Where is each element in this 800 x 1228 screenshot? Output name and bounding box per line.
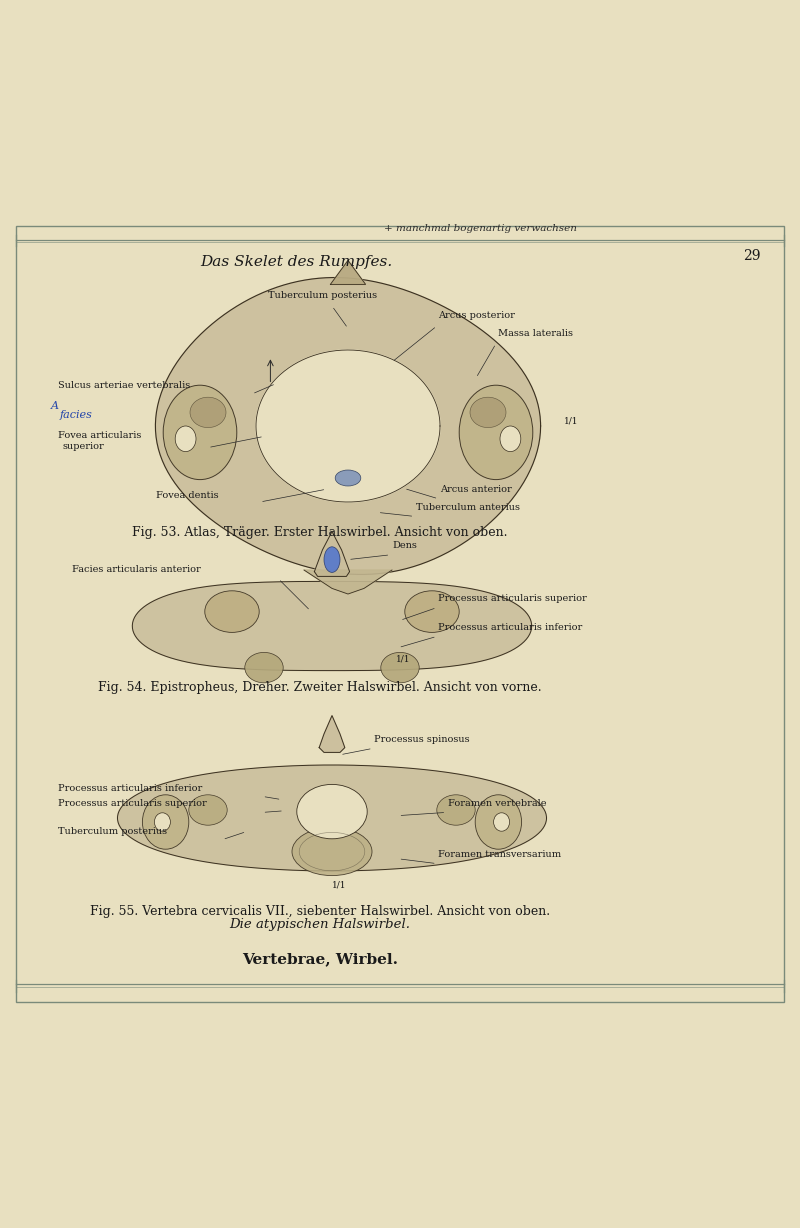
Text: 1/1: 1/1 bbox=[396, 655, 410, 663]
Text: Arcus anterior: Arcus anterior bbox=[440, 485, 512, 494]
Text: Processus articularis inferior: Processus articularis inferior bbox=[438, 623, 582, 631]
Ellipse shape bbox=[324, 546, 340, 572]
Ellipse shape bbox=[470, 397, 506, 427]
Ellipse shape bbox=[142, 795, 189, 850]
Text: + manchmal bogenartig verwachsen: + manchmal bogenartig verwachsen bbox=[383, 223, 577, 233]
Polygon shape bbox=[132, 581, 532, 670]
Text: Tuberculum anterius: Tuberculum anterius bbox=[416, 502, 520, 512]
Text: 1/1: 1/1 bbox=[564, 416, 578, 425]
Ellipse shape bbox=[494, 813, 510, 831]
Text: facies: facies bbox=[60, 410, 93, 420]
Text: Tuberculum posterius: Tuberculum posterius bbox=[268, 291, 377, 301]
Text: Foramen transversarium: Foramen transversarium bbox=[438, 850, 562, 858]
Text: Das Skelet des Rumpfes.: Das Skelet des Rumpfes. bbox=[200, 255, 392, 269]
Text: Massa lateralis: Massa lateralis bbox=[498, 329, 573, 338]
Text: Processus articularis inferior: Processus articularis inferior bbox=[58, 785, 202, 793]
Text: Fovea articularis: Fovea articularis bbox=[58, 431, 142, 441]
Polygon shape bbox=[155, 278, 541, 575]
Ellipse shape bbox=[163, 386, 237, 480]
Text: Processus articularis superior: Processus articularis superior bbox=[58, 798, 207, 808]
Text: Arcus posterior: Arcus posterior bbox=[438, 311, 515, 319]
Polygon shape bbox=[118, 765, 546, 871]
Text: Dens: Dens bbox=[392, 542, 417, 550]
Polygon shape bbox=[304, 570, 392, 594]
Ellipse shape bbox=[500, 426, 521, 452]
Ellipse shape bbox=[335, 470, 361, 486]
Text: Fovea dentis: Fovea dentis bbox=[156, 491, 218, 500]
Text: Fig. 55. Vertebra cervicalis VII., siebenter Halswirbel. Ansicht von oben.: Fig. 55. Vertebra cervicalis VII., siebe… bbox=[90, 905, 550, 919]
Ellipse shape bbox=[154, 813, 170, 831]
Text: 1/1: 1/1 bbox=[332, 880, 346, 890]
Ellipse shape bbox=[405, 591, 459, 632]
Polygon shape bbox=[330, 260, 366, 285]
Text: Tuberculum posterius: Tuberculum posterius bbox=[58, 828, 167, 836]
Text: Facies articularis anterior: Facies articularis anterior bbox=[72, 565, 201, 573]
Text: Fig. 53. Atlas, Träger. Erster Halswirbel. Ansicht von oben.: Fig. 53. Atlas, Träger. Erster Halswirbe… bbox=[132, 526, 508, 539]
Ellipse shape bbox=[297, 785, 367, 839]
Ellipse shape bbox=[459, 386, 533, 480]
Text: superior: superior bbox=[62, 442, 104, 451]
Text: Processus spinosus: Processus spinosus bbox=[374, 734, 470, 744]
Text: Sulcus arteriae vertebralis: Sulcus arteriae vertebralis bbox=[58, 381, 190, 391]
Text: Processus articularis superior: Processus articularis superior bbox=[438, 594, 587, 603]
Ellipse shape bbox=[475, 795, 522, 850]
Text: Vertebrae, Wirbel.: Vertebrae, Wirbel. bbox=[242, 952, 398, 966]
Ellipse shape bbox=[381, 652, 419, 683]
Ellipse shape bbox=[245, 652, 283, 683]
Ellipse shape bbox=[190, 397, 226, 427]
Ellipse shape bbox=[292, 828, 372, 876]
Polygon shape bbox=[314, 532, 350, 576]
Text: Fig. 54. Epistropheus, Dreher. Zweiter Halswirbel. Ansicht von vorne.: Fig. 54. Epistropheus, Dreher. Zweiter H… bbox=[98, 682, 542, 694]
Text: 29: 29 bbox=[743, 249, 761, 263]
Ellipse shape bbox=[189, 795, 227, 825]
Polygon shape bbox=[319, 716, 345, 753]
Ellipse shape bbox=[205, 591, 259, 632]
Text: Foramen vertebrale: Foramen vertebrale bbox=[448, 798, 546, 808]
Polygon shape bbox=[256, 350, 440, 502]
Text: Die atypischen Halswirbel.: Die atypischen Halswirbel. bbox=[230, 917, 410, 931]
Ellipse shape bbox=[175, 426, 196, 452]
Ellipse shape bbox=[437, 795, 475, 825]
Text: A: A bbox=[50, 400, 58, 411]
